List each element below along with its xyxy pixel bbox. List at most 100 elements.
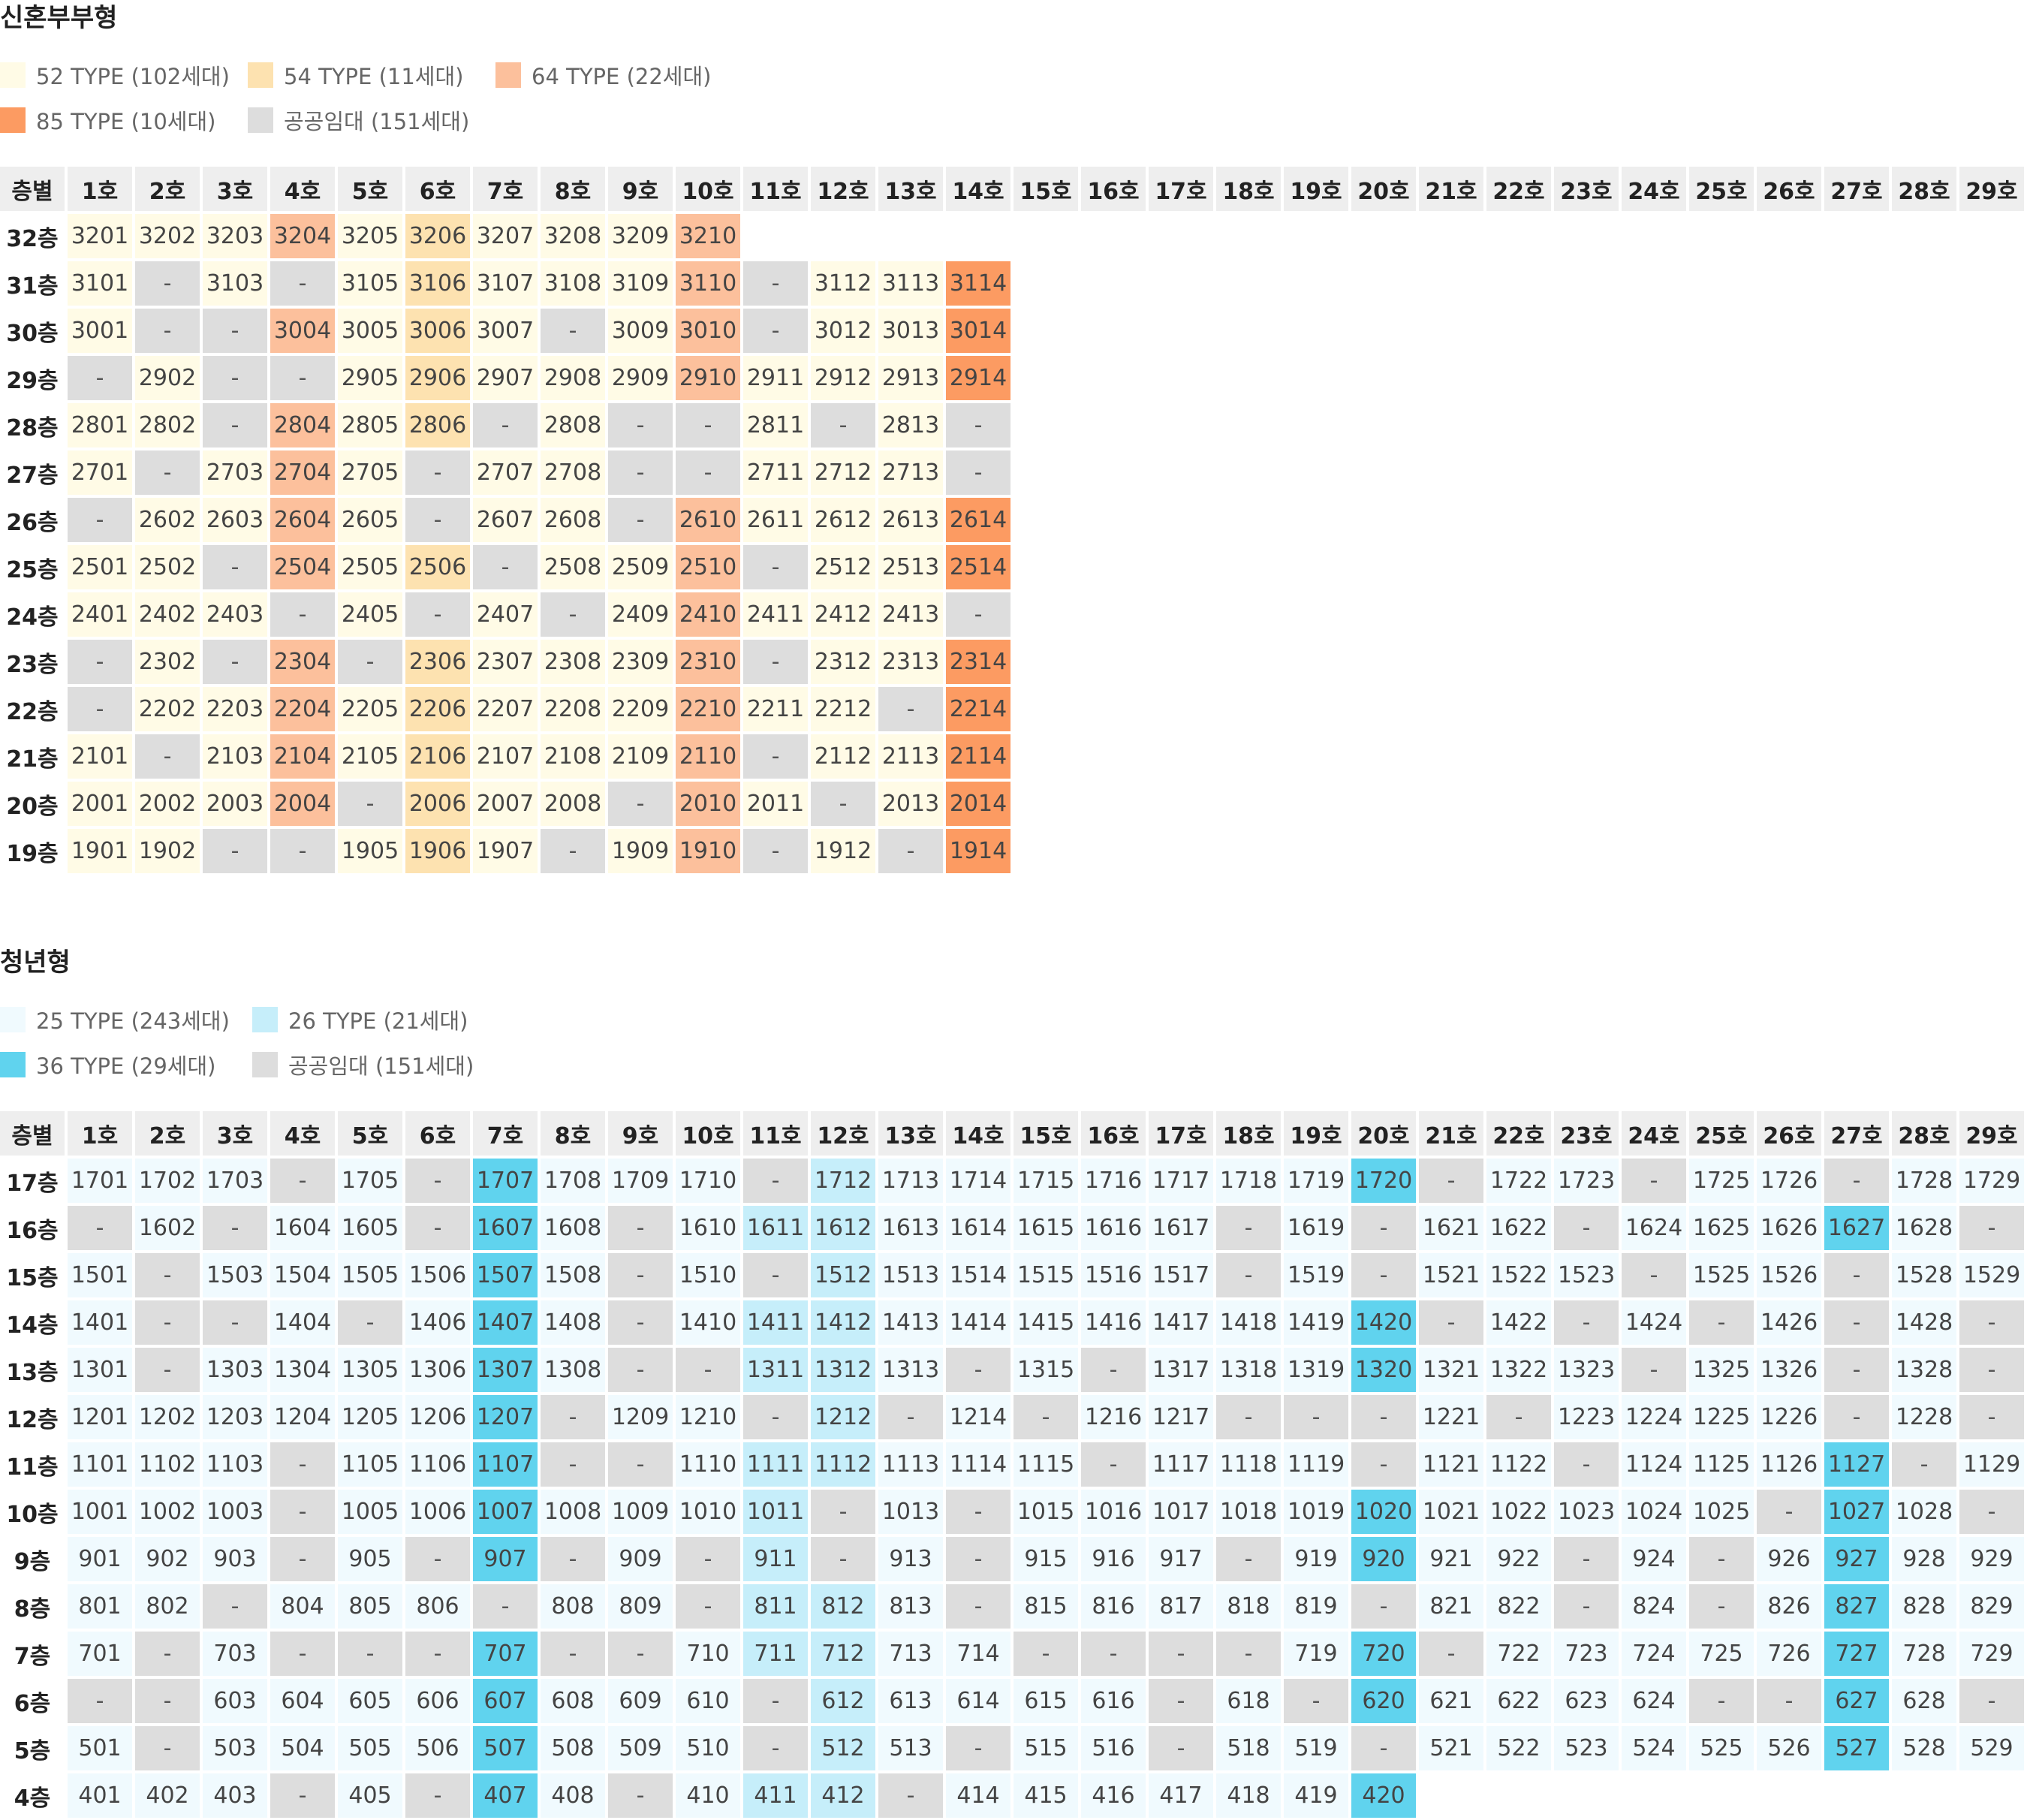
unit-cell: 1516 [1081, 1253, 1146, 1297]
unit-cell: 3012 [811, 309, 875, 353]
public-rental-cell: - [946, 1726, 1010, 1770]
floor-label: 28층 [0, 403, 65, 447]
unit-cell: 710 [676, 1632, 740, 1676]
public-rental-cell: - [878, 1773, 943, 1818]
public-rental-cell: - [946, 1537, 1010, 1581]
legend-swatch [252, 1052, 278, 1077]
unit-cell: 2505 [338, 545, 402, 589]
public-rental-cell: - [1959, 1206, 2024, 1250]
unit-cell: 614 [946, 1679, 1010, 1723]
unit-column-header: 20호 [1351, 1111, 1416, 1156]
unit-cell: 1008 [541, 1490, 605, 1534]
floor-label: 7층 [0, 1632, 65, 1676]
unit-cell: 819 [1284, 1584, 1348, 1629]
public-rental-cell: - [878, 829, 943, 873]
unit-cell: 2902 [135, 356, 200, 400]
unit-cell: 809 [608, 1584, 673, 1629]
unit-cell: 2908 [541, 356, 605, 400]
unit-cell: 521 [1419, 1726, 1483, 1770]
floor-column-header: 층별 [0, 167, 65, 211]
public-rental-cell: - [203, 309, 267, 353]
unit-cell: 1605 [338, 1206, 402, 1250]
unit-cell: 2013 [878, 782, 943, 826]
public-rental-cell: - [1351, 1726, 1416, 1770]
unit-column-header: 9호 [608, 167, 673, 211]
unit-column-header: 25호 [1689, 167, 1754, 211]
unit-cell: 3110 [676, 261, 740, 306]
unit-cell: 1528 [1892, 1253, 1956, 1297]
floor-column-header: 층별 [0, 1111, 65, 1156]
public-rental-cell: - [1216, 1395, 1281, 1439]
unit-cell: 505 [338, 1726, 402, 1770]
unit-cell: 507 [473, 1726, 538, 1770]
unit-cell: 1121 [1419, 1442, 1483, 1487]
public-rental-cell: - [541, 1632, 605, 1676]
unit-cell: 1214 [946, 1395, 1010, 1439]
unit-cell: 3114 [946, 261, 1010, 306]
unit-cell: 711 [743, 1632, 808, 1676]
public-rental-cell: - [1554, 1206, 1619, 1250]
public-rental-cell: - [68, 498, 132, 542]
unit-column-header: 10호 [676, 167, 740, 211]
unit-cell: 607 [473, 1679, 538, 1723]
public-rental-cell: - [1622, 1253, 1686, 1297]
unit-cell: 612 [811, 1679, 875, 1723]
unit-cell: 3105 [338, 261, 402, 306]
unit-cell: 3005 [338, 309, 402, 353]
unit-cell: 622 [1486, 1679, 1551, 1723]
unit-cell: 603 [203, 1679, 267, 1723]
unit-cell: 2703 [203, 450, 267, 495]
unit-cell: 608 [541, 1679, 605, 1723]
floor-label: 23층 [0, 640, 65, 684]
unit-cell: 1127 [1824, 1442, 1889, 1487]
unit-cell: 2010 [676, 782, 740, 826]
unit-column-header: 14호 [946, 167, 1010, 211]
unit-cell: 1308 [541, 1348, 605, 1392]
unit-cell: 1728 [1892, 1159, 1956, 1203]
public-rental-cell: - [1351, 1253, 1416, 1297]
unit-cell: 1717 [1149, 1159, 1213, 1203]
legend-item: 26 TYPE (21세대) [252, 1005, 468, 1035]
unit-cell: 1225 [1689, 1395, 1754, 1439]
public-rental-cell: - [608, 403, 673, 447]
unit-cell: 1027 [1824, 1490, 1889, 1534]
unit-cell: 1722 [1486, 1159, 1551, 1203]
unit-cell: 1621 [1419, 1206, 1483, 1250]
public-rental-cell: - [541, 309, 605, 353]
public-rental-cell: - [135, 450, 200, 495]
public-rental-cell: - [946, 403, 1010, 447]
unit-cell: 1112 [811, 1442, 875, 1487]
unit-cell: 2002 [135, 782, 200, 826]
unit-column-header: 16호 [1081, 1111, 1146, 1156]
unit-cell: 1614 [946, 1206, 1010, 1250]
public-rental-cell: - [203, 640, 267, 684]
unit-column-header: 5호 [338, 167, 402, 211]
unit-cell: 401 [68, 1773, 132, 1818]
public-rental-cell: - [946, 1490, 1010, 1534]
public-rental-cell: - [405, 1537, 470, 1581]
unit-column-header: 26호 [1757, 167, 1821, 211]
unit-cell: 1622 [1486, 1206, 1551, 1250]
unit-column-header: 11호 [743, 167, 808, 211]
unit-cell: 624 [1622, 1679, 1686, 1723]
unit-cell: 525 [1689, 1726, 1754, 1770]
unit-cell: 2811 [743, 403, 808, 447]
unit-cell: 905 [338, 1537, 402, 1581]
public-rental-cell: - [1149, 1679, 1213, 1723]
unit-cell: 1103 [203, 1442, 267, 1487]
unit-cell: 2313 [878, 640, 943, 684]
public-rental-cell: - [878, 1395, 943, 1439]
public-rental-cell: - [946, 450, 1010, 495]
unit-cell: 3202 [135, 214, 200, 258]
public-rental-cell: - [743, 829, 808, 873]
unit-column-header: 24호 [1622, 1111, 1686, 1156]
unit-cell: 1001 [68, 1490, 132, 1534]
floor-label: 31층 [0, 261, 65, 306]
unit-cell: 416 [1081, 1773, 1146, 1818]
unit-cell: 501 [68, 1726, 132, 1770]
unit-cell: 2113 [878, 734, 943, 779]
public-rental-cell: - [743, 640, 808, 684]
unit-cell: 615 [1014, 1679, 1078, 1723]
unit-cell: 1303 [203, 1348, 267, 1392]
legend-swatch [0, 62, 26, 88]
